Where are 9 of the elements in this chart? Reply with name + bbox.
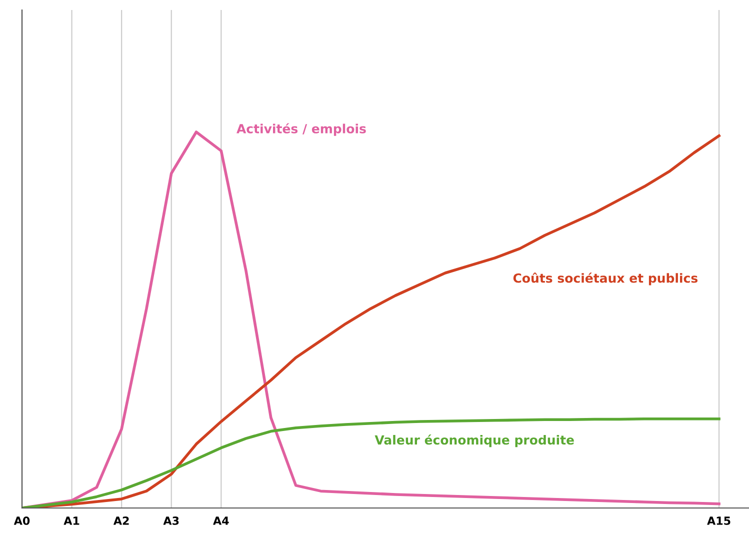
x-tick-label: A4 bbox=[213, 516, 229, 525]
x-tick-label: A1 bbox=[64, 516, 80, 525]
x-tick-label: A0 bbox=[14, 516, 30, 525]
x-tick-label: A2 bbox=[113, 516, 129, 525]
series-label: Valeur économique produite bbox=[374, 434, 574, 448]
series-label: Activités / emplois bbox=[236, 123, 366, 136]
x-tick-label: A3 bbox=[163, 516, 179, 525]
x-tick-label: A15 bbox=[707, 516, 730, 525]
series-label: Coûts sociétaux et publics bbox=[513, 272, 698, 286]
